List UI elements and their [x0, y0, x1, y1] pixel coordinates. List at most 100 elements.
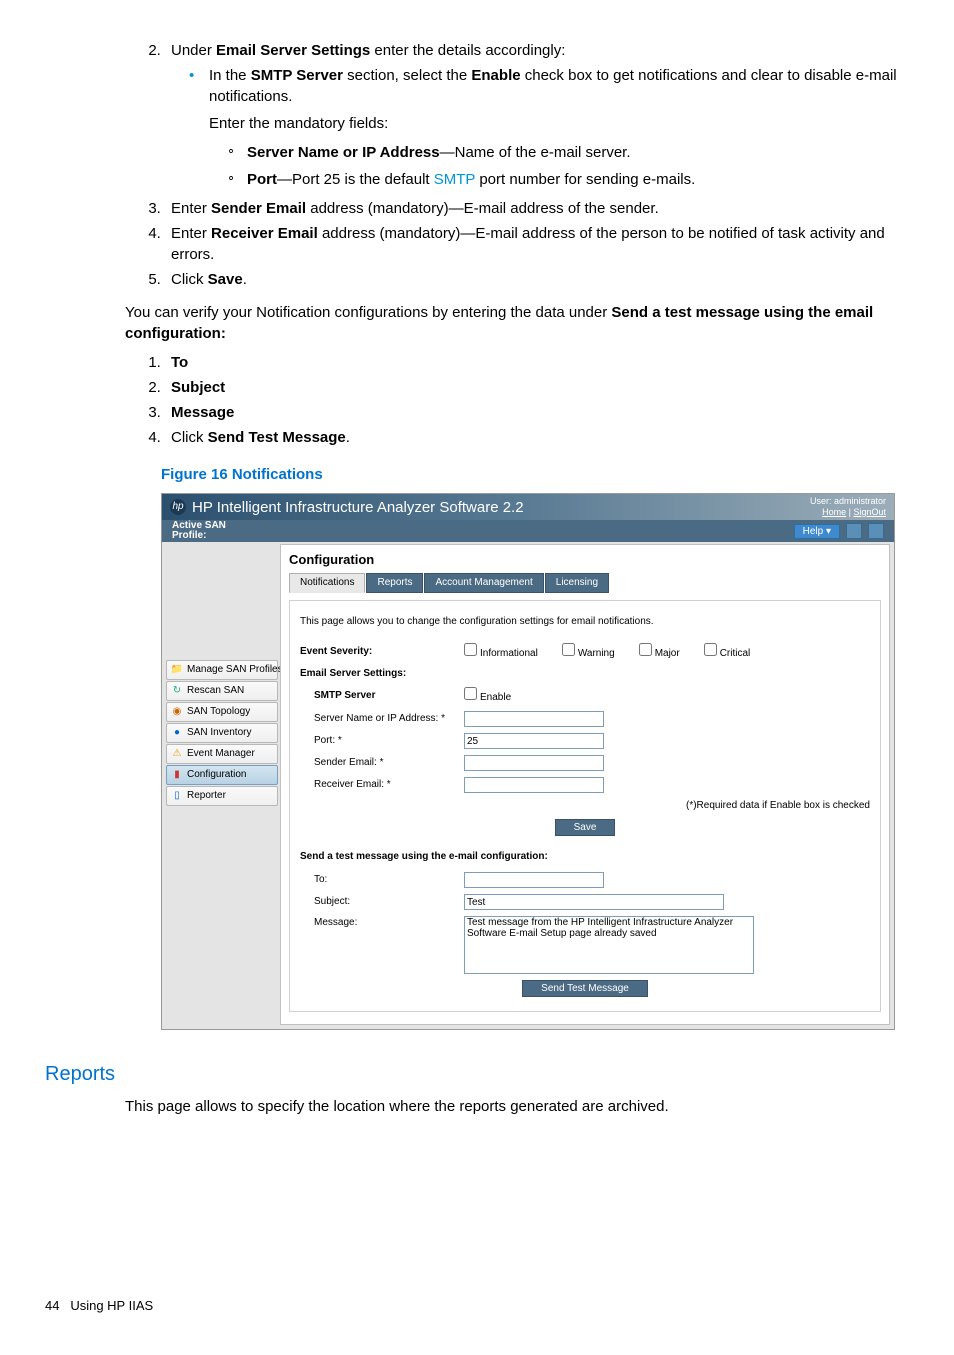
tab-account[interactable]: Account Management	[424, 573, 543, 593]
severity-critical[interactable]: Critical	[704, 643, 751, 661]
receiver-email-input[interactable]	[464, 777, 604, 793]
t: SMTP Server	[251, 67, 343, 84]
enable-smtp[interactable]: Enable	[464, 687, 511, 705]
footer-title: Using HP IIAS	[70, 1298, 153, 1313]
nav-reporter[interactable]: ▯ Reporter	[166, 786, 278, 806]
t: Enable	[471, 67, 520, 84]
nav-events[interactable]: ⚠Event Manager	[166, 744, 278, 764]
t: Click	[171, 429, 208, 446]
nav-manage-profiles[interactable]: 📁Manage SAN Profiles	[166, 660, 278, 680]
reporter-icon: ▯	[171, 790, 183, 802]
smtp-link[interactable]: SMTP	[434, 171, 475, 188]
enable-checkbox[interactable]	[464, 687, 477, 700]
send-test-button[interactable]: Send Test Message	[522, 980, 648, 997]
instructions-step2to5: Under Email Server Settings enter the de…	[125, 40, 899, 290]
sender-email-label: Sender Email: *	[300, 756, 464, 770]
t: —Port 25 is the default	[277, 171, 434, 188]
tab-licensing[interactable]: Licensing	[545, 573, 609, 593]
sidebar: 📁Manage SAN Profiles ↻Rescan SAN ◉SAN To…	[162, 542, 280, 1029]
t: —Name of the e-mail server.	[440, 144, 631, 161]
nav-topology[interactable]: ◉ SAN Topology	[166, 702, 278, 722]
t: section, select the	[343, 67, 471, 84]
refresh-icon: ↻	[171, 685, 183, 697]
screenshot: hp HP Intelligent Infrastructure Analyze…	[161, 493, 895, 1030]
t: Critical	[720, 648, 751, 659]
message-input[interactable]	[464, 916, 754, 974]
home-link[interactable]: Home	[822, 507, 846, 517]
signout-link[interactable]: SignOut	[853, 507, 886, 517]
warning-icon: ⚠	[171, 748, 183, 760]
form-area: This page allows you to change the confi…	[289, 600, 881, 1012]
severity-info-checkbox[interactable]	[464, 643, 477, 656]
t: Enter the mandatory fields:	[209, 113, 899, 134]
page-content: Under Email Server Settings enter the de…	[0, 0, 954, 1355]
active-profile-label: Active SAN Profile:	[172, 521, 226, 541]
required-note: (*)Required data if Enable box is checke…	[300, 799, 870, 813]
t: Server Name or IP Address	[247, 144, 440, 161]
t: Email Server Settings	[216, 42, 370, 59]
severity-major-checkbox[interactable]	[639, 643, 652, 656]
t: Warning	[578, 648, 615, 659]
t: Save	[208, 271, 243, 288]
to-input[interactable]	[464, 872, 604, 888]
nav-label: SAN Inventory	[187, 726, 251, 740]
inventory-icon: ●	[171, 727, 183, 739]
reports-body: This page allows to specify the location…	[125, 1096, 899, 1117]
t: Port	[247, 171, 277, 188]
server-name-input[interactable]	[464, 711, 604, 727]
t: Informational	[480, 648, 538, 659]
verify-steps: To Subject Message Click Send Test Messa…	[125, 352, 899, 448]
minimize-icon[interactable]	[846, 523, 862, 539]
t: Sender Email	[211, 200, 306, 217]
nav-label: SAN Topology	[187, 705, 250, 719]
port-label: Port: *	[300, 734, 464, 748]
reports-heading: Reports	[45, 1060, 899, 1088]
tabs: Notifications Reports Account Management…	[289, 573, 881, 593]
severity-info[interactable]: Informational	[464, 643, 538, 661]
user-area: User: administrator Home | SignOut	[810, 496, 886, 518]
smtp-label: SMTP Server	[300, 689, 464, 703]
folder-icon: 📁	[171, 664, 183, 676]
t: In the	[209, 67, 251, 84]
port-input[interactable]	[464, 733, 604, 749]
to-label: To:	[300, 873, 464, 887]
profile-bar: Active SAN Profile: Help ▾	[162, 520, 894, 542]
severity-label: Event Severity:	[300, 645, 464, 659]
page-number: 44	[45, 1298, 59, 1313]
t: port number for sending e-mails.	[475, 171, 695, 188]
chart-icon: ▮	[171, 769, 183, 781]
tab-reports[interactable]: Reports	[366, 573, 423, 593]
severity-major[interactable]: Major	[639, 643, 680, 661]
t: address (mandatory)—E-mail address of th…	[306, 200, 659, 217]
page-title: Configuration	[289, 551, 881, 569]
email-settings-label: Email Server Settings:	[300, 667, 464, 681]
main-panel: Configuration Notifications Reports Acco…	[280, 544, 890, 1025]
t: Send Test Message	[208, 429, 346, 446]
nav-configuration[interactable]: ▮ Configuration	[166, 765, 278, 785]
nav-inventory[interactable]: ● SAN Inventory	[166, 723, 278, 743]
help-button[interactable]: Help ▾	[794, 524, 840, 539]
severity-warning[interactable]: Warning	[562, 643, 615, 661]
subject-input[interactable]	[464, 894, 724, 910]
t: enter the details accordingly:	[370, 42, 565, 59]
product-title: HP Intelligent Infrastructure Analyzer S…	[192, 497, 524, 518]
severity-critical-checkbox[interactable]	[704, 643, 717, 656]
nav-label: Manage SAN Profiles	[187, 663, 283, 677]
expand-icon[interactable]	[868, 523, 884, 539]
nav-label: Configuration	[187, 768, 246, 782]
user-label: User: administrator	[810, 496, 886, 507]
t: You can verify your Notification configu…	[125, 304, 611, 321]
t: Subject	[171, 379, 225, 396]
nav-label: Reporter	[187, 789, 226, 803]
page-footer: 44 Using HP IIAS	[45, 1297, 899, 1315]
tab-notifications[interactable]: Notifications	[289, 573, 365, 593]
severity-warning-checkbox[interactable]	[562, 643, 575, 656]
message-label: Message:	[300, 916, 464, 930]
t: To	[171, 354, 188, 371]
nav-rescan[interactable]: ↻Rescan SAN	[166, 681, 278, 701]
save-button[interactable]: Save	[555, 819, 616, 836]
sender-email-input[interactable]	[464, 755, 604, 771]
server-name-label: Server Name or IP Address: *	[300, 712, 464, 726]
topology-icon: ◉	[171, 706, 183, 718]
receiver-email-label: Receiver Email: *	[300, 778, 464, 792]
